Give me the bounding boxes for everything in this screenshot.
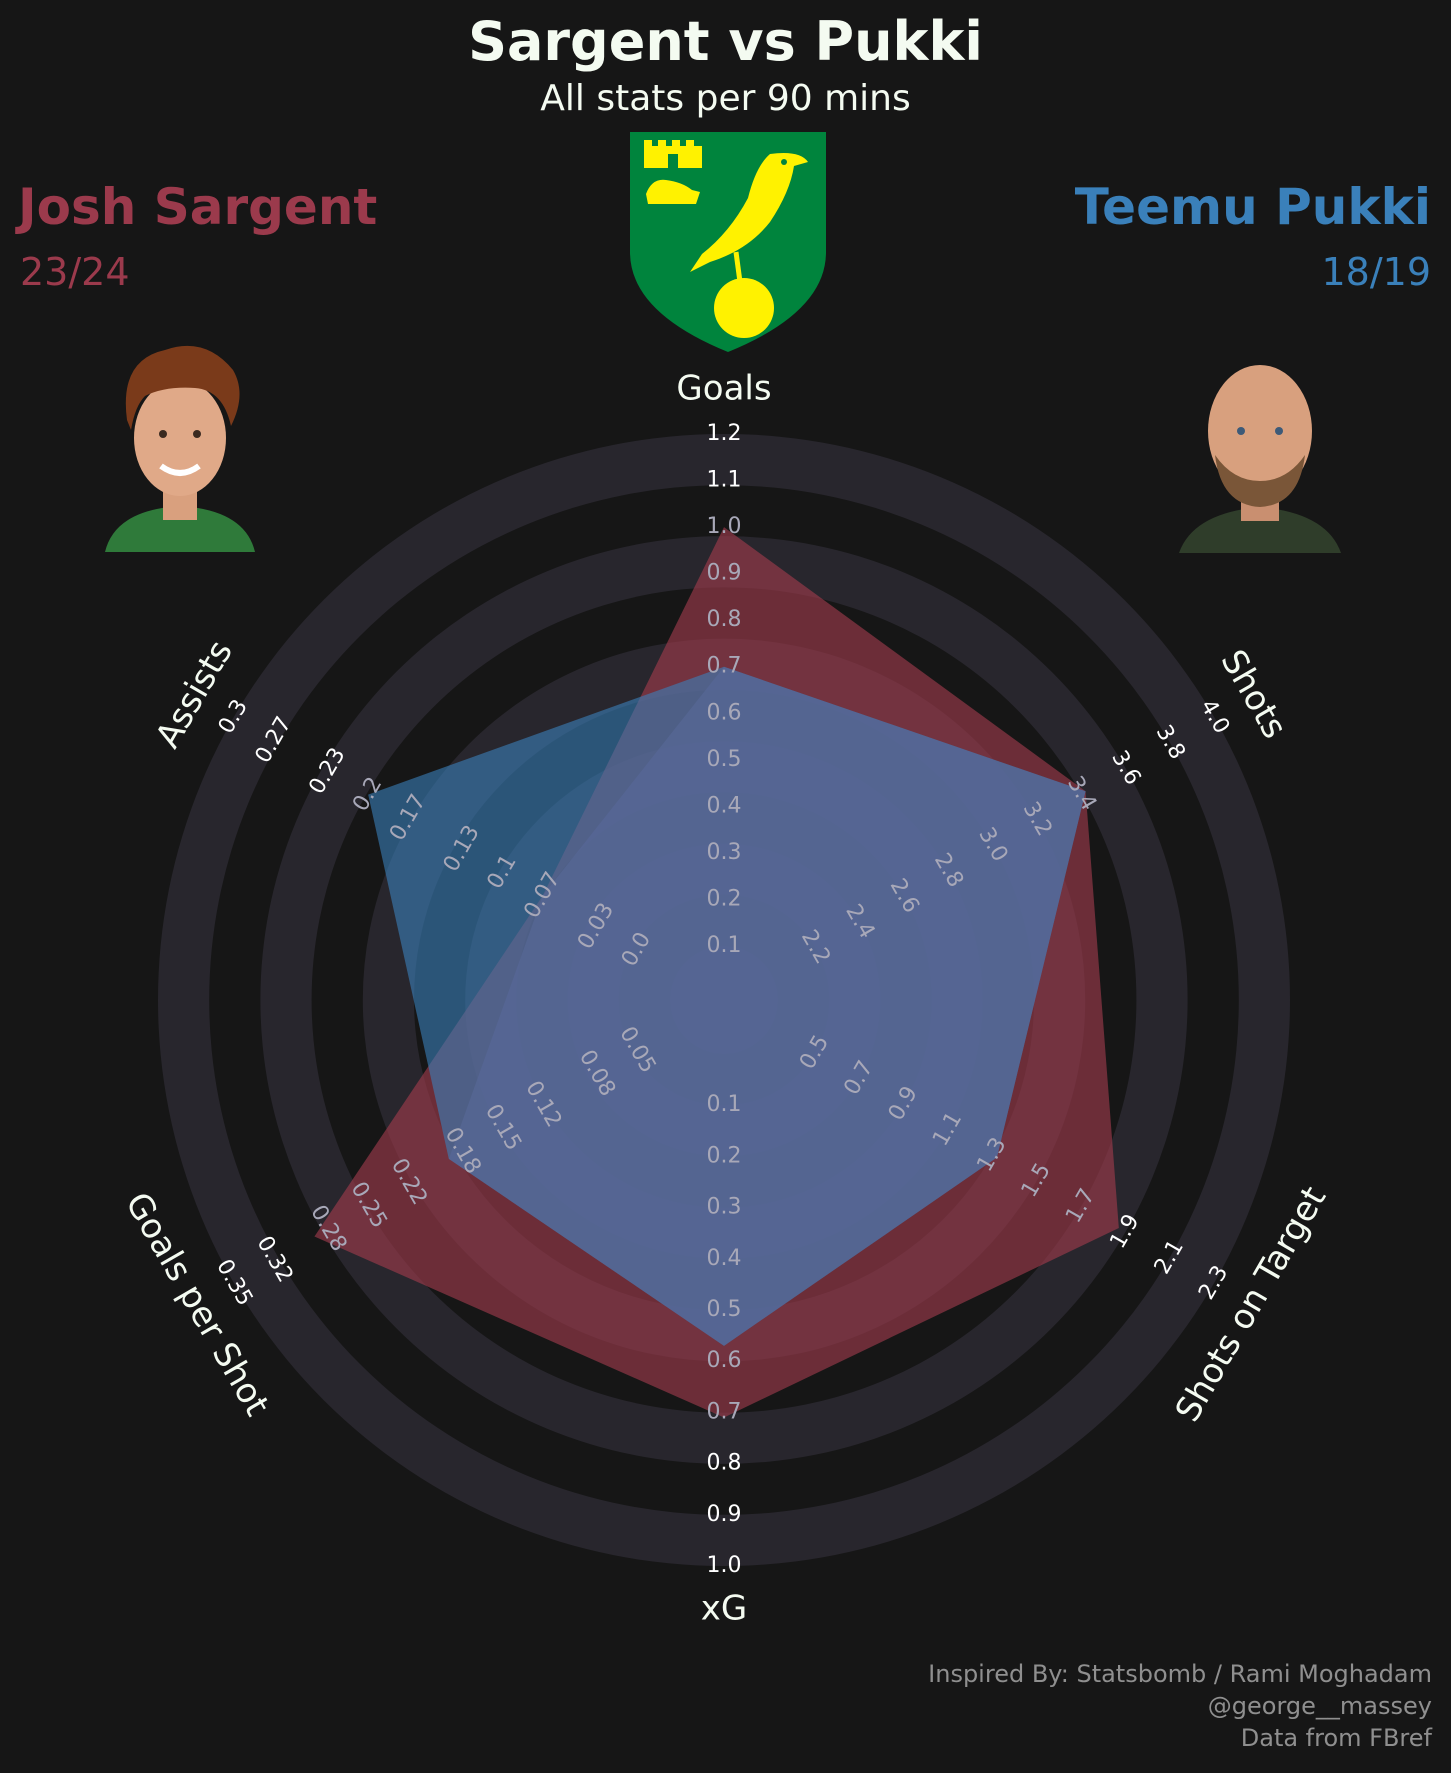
credit-source: Data from FBref <box>1240 1724 1432 1752</box>
radar-tick-label: 1.2 <box>707 421 742 446</box>
radar-tick-label: 1.1 <box>707 468 742 493</box>
radar-tick-label: 0.7 <box>707 654 742 679</box>
chart-subtitle: All stats per 90 mins <box>540 78 911 119</box>
norwich-crest-icon <box>630 132 826 352</box>
radar-tick-label: 0.5 <box>707 747 742 772</box>
credit-inspired: Inspired By: Statsbomb / Rami Moghadam <box>928 1660 1432 1688</box>
radar-tick-label: 0.3 <box>707 1195 742 1220</box>
radar-tick-label: 0.2 <box>707 1143 742 1168</box>
radar-tick-label: 0.3 <box>707 840 742 865</box>
radar-tick-label: 0.4 <box>707 1246 742 1271</box>
player-right-season: 18/19 <box>1321 250 1431 294</box>
chart-title: Sargent vs Pukki <box>468 10 983 73</box>
radar-tick-label: 0.5 <box>707 1297 742 1322</box>
radar-tick-label: 0.1 <box>707 1092 742 1117</box>
radar-tick-label: 0.4 <box>707 793 742 818</box>
radar-axis-label: Goals <box>676 369 771 409</box>
credit-author: @george__massey <box>1207 1692 1432 1720</box>
radar-tick-label: 0.7 <box>707 1399 742 1424</box>
player-left-avatar <box>105 345 255 552</box>
radar-tick-label: 0.2 <box>707 886 742 911</box>
radar-tick-label: 0.8 <box>707 1451 742 1476</box>
radar-tick-label: 0.9 <box>707 1502 742 1527</box>
player-left-season: 23/24 <box>20 250 130 294</box>
radar-tick-label: 0.9 <box>707 561 742 586</box>
radar-series <box>314 527 1119 1418</box>
radar-tick-label: 0.8 <box>707 607 742 632</box>
radar-tick-label: 0.1 <box>707 933 742 958</box>
player-right-name: Teemu Pukki <box>1074 178 1431 236</box>
player-right-avatar <box>1179 365 1341 553</box>
player-left-name: Josh Sargent <box>18 178 378 236</box>
radar-tick-label: 0.6 <box>707 1348 742 1373</box>
radar-tick-label: 1.0 <box>707 514 742 539</box>
radar-series-overlap <box>448 666 1086 1346</box>
radar-tick-label: 0.6 <box>707 700 742 725</box>
radar-axis-label: xG <box>701 1589 747 1629</box>
radar-tick-label: 1.0 <box>707 1553 742 1578</box>
